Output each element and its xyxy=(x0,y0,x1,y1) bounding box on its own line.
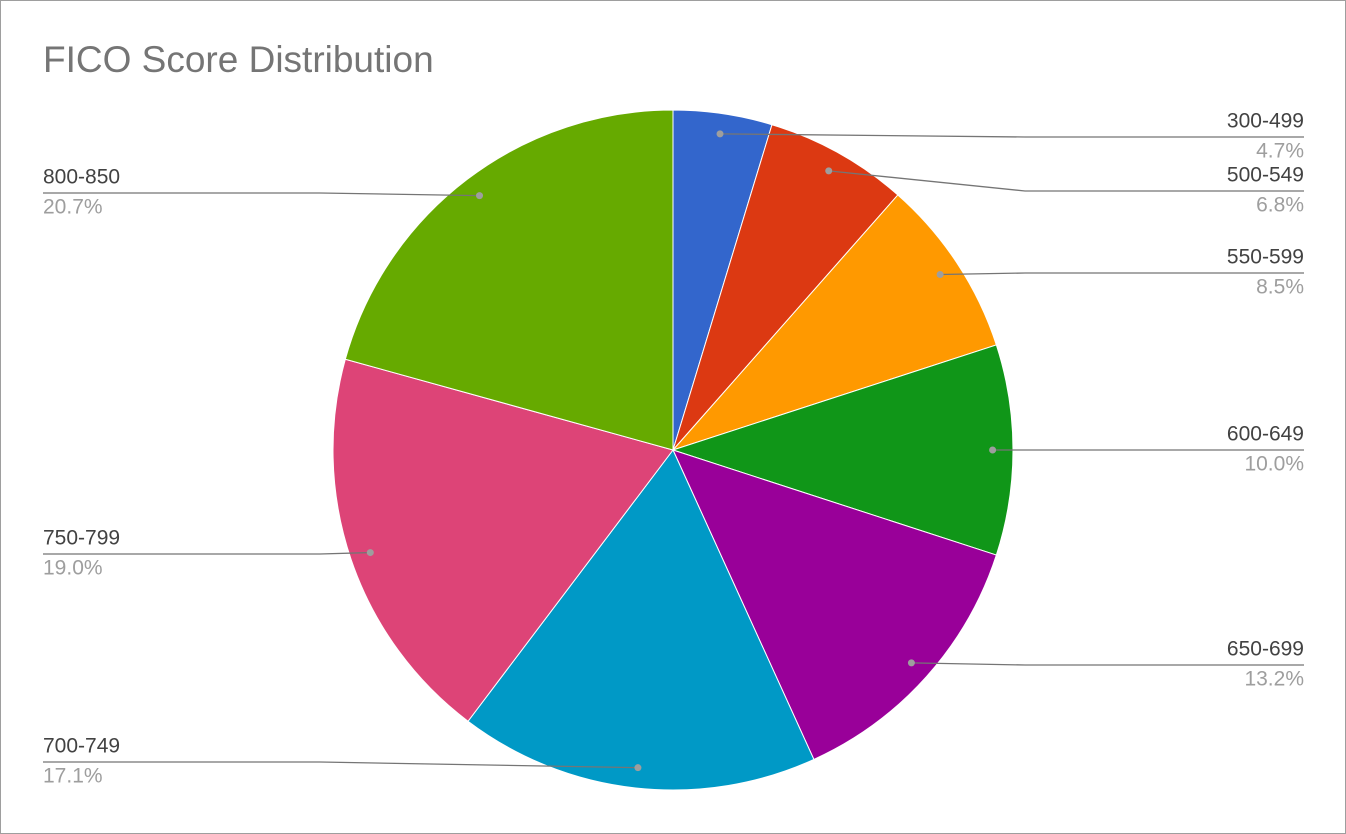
leader-dot xyxy=(634,764,642,772)
leader-dot xyxy=(366,549,374,557)
slice-value-label: 20.7% xyxy=(43,196,103,219)
slice-label: 600-649 xyxy=(1227,423,1304,446)
slice-value-label: 8.5% xyxy=(1256,276,1304,299)
slice-value-label: 4.7% xyxy=(1256,140,1304,163)
slice-value-label: 10.0% xyxy=(1244,453,1304,476)
leader-line xyxy=(828,170,1304,192)
slice-label: 300-499 xyxy=(1227,110,1304,133)
pie-slice xyxy=(467,449,815,791)
pie-slice xyxy=(344,109,674,451)
leader-dot xyxy=(476,192,484,200)
slice-value-label: 6.8% xyxy=(1256,194,1304,217)
slice-value-label: 19.0% xyxy=(43,557,103,580)
leader-line xyxy=(43,192,480,197)
slice-label: 500-549 xyxy=(1227,164,1304,187)
leader-line xyxy=(720,133,1304,138)
chart-title: FICO Score Distribution xyxy=(43,39,434,80)
slice-label: 650-699 xyxy=(1227,638,1304,661)
leader-line xyxy=(911,662,1304,666)
leader-dot xyxy=(825,167,833,175)
pie-slice xyxy=(672,124,899,451)
slice-label: 550-599 xyxy=(1227,246,1304,269)
leader-dot xyxy=(989,446,997,454)
pie-slice xyxy=(332,358,674,722)
leader-line xyxy=(43,761,638,769)
leader-dot xyxy=(907,659,915,667)
leader-line xyxy=(940,272,1304,276)
pie-slice xyxy=(671,194,997,452)
leader-line xyxy=(43,551,371,555)
slice-label: 750-799 xyxy=(43,527,120,550)
pie-slice xyxy=(672,449,997,761)
leader-dot xyxy=(716,130,724,138)
slice-label: 700-749 xyxy=(43,735,120,758)
slice-value-label: 17.1% xyxy=(43,765,103,788)
slice-label: 800-850 xyxy=(43,166,120,189)
slice-value-label: 13.2% xyxy=(1244,668,1304,691)
leader-dot xyxy=(936,271,944,279)
